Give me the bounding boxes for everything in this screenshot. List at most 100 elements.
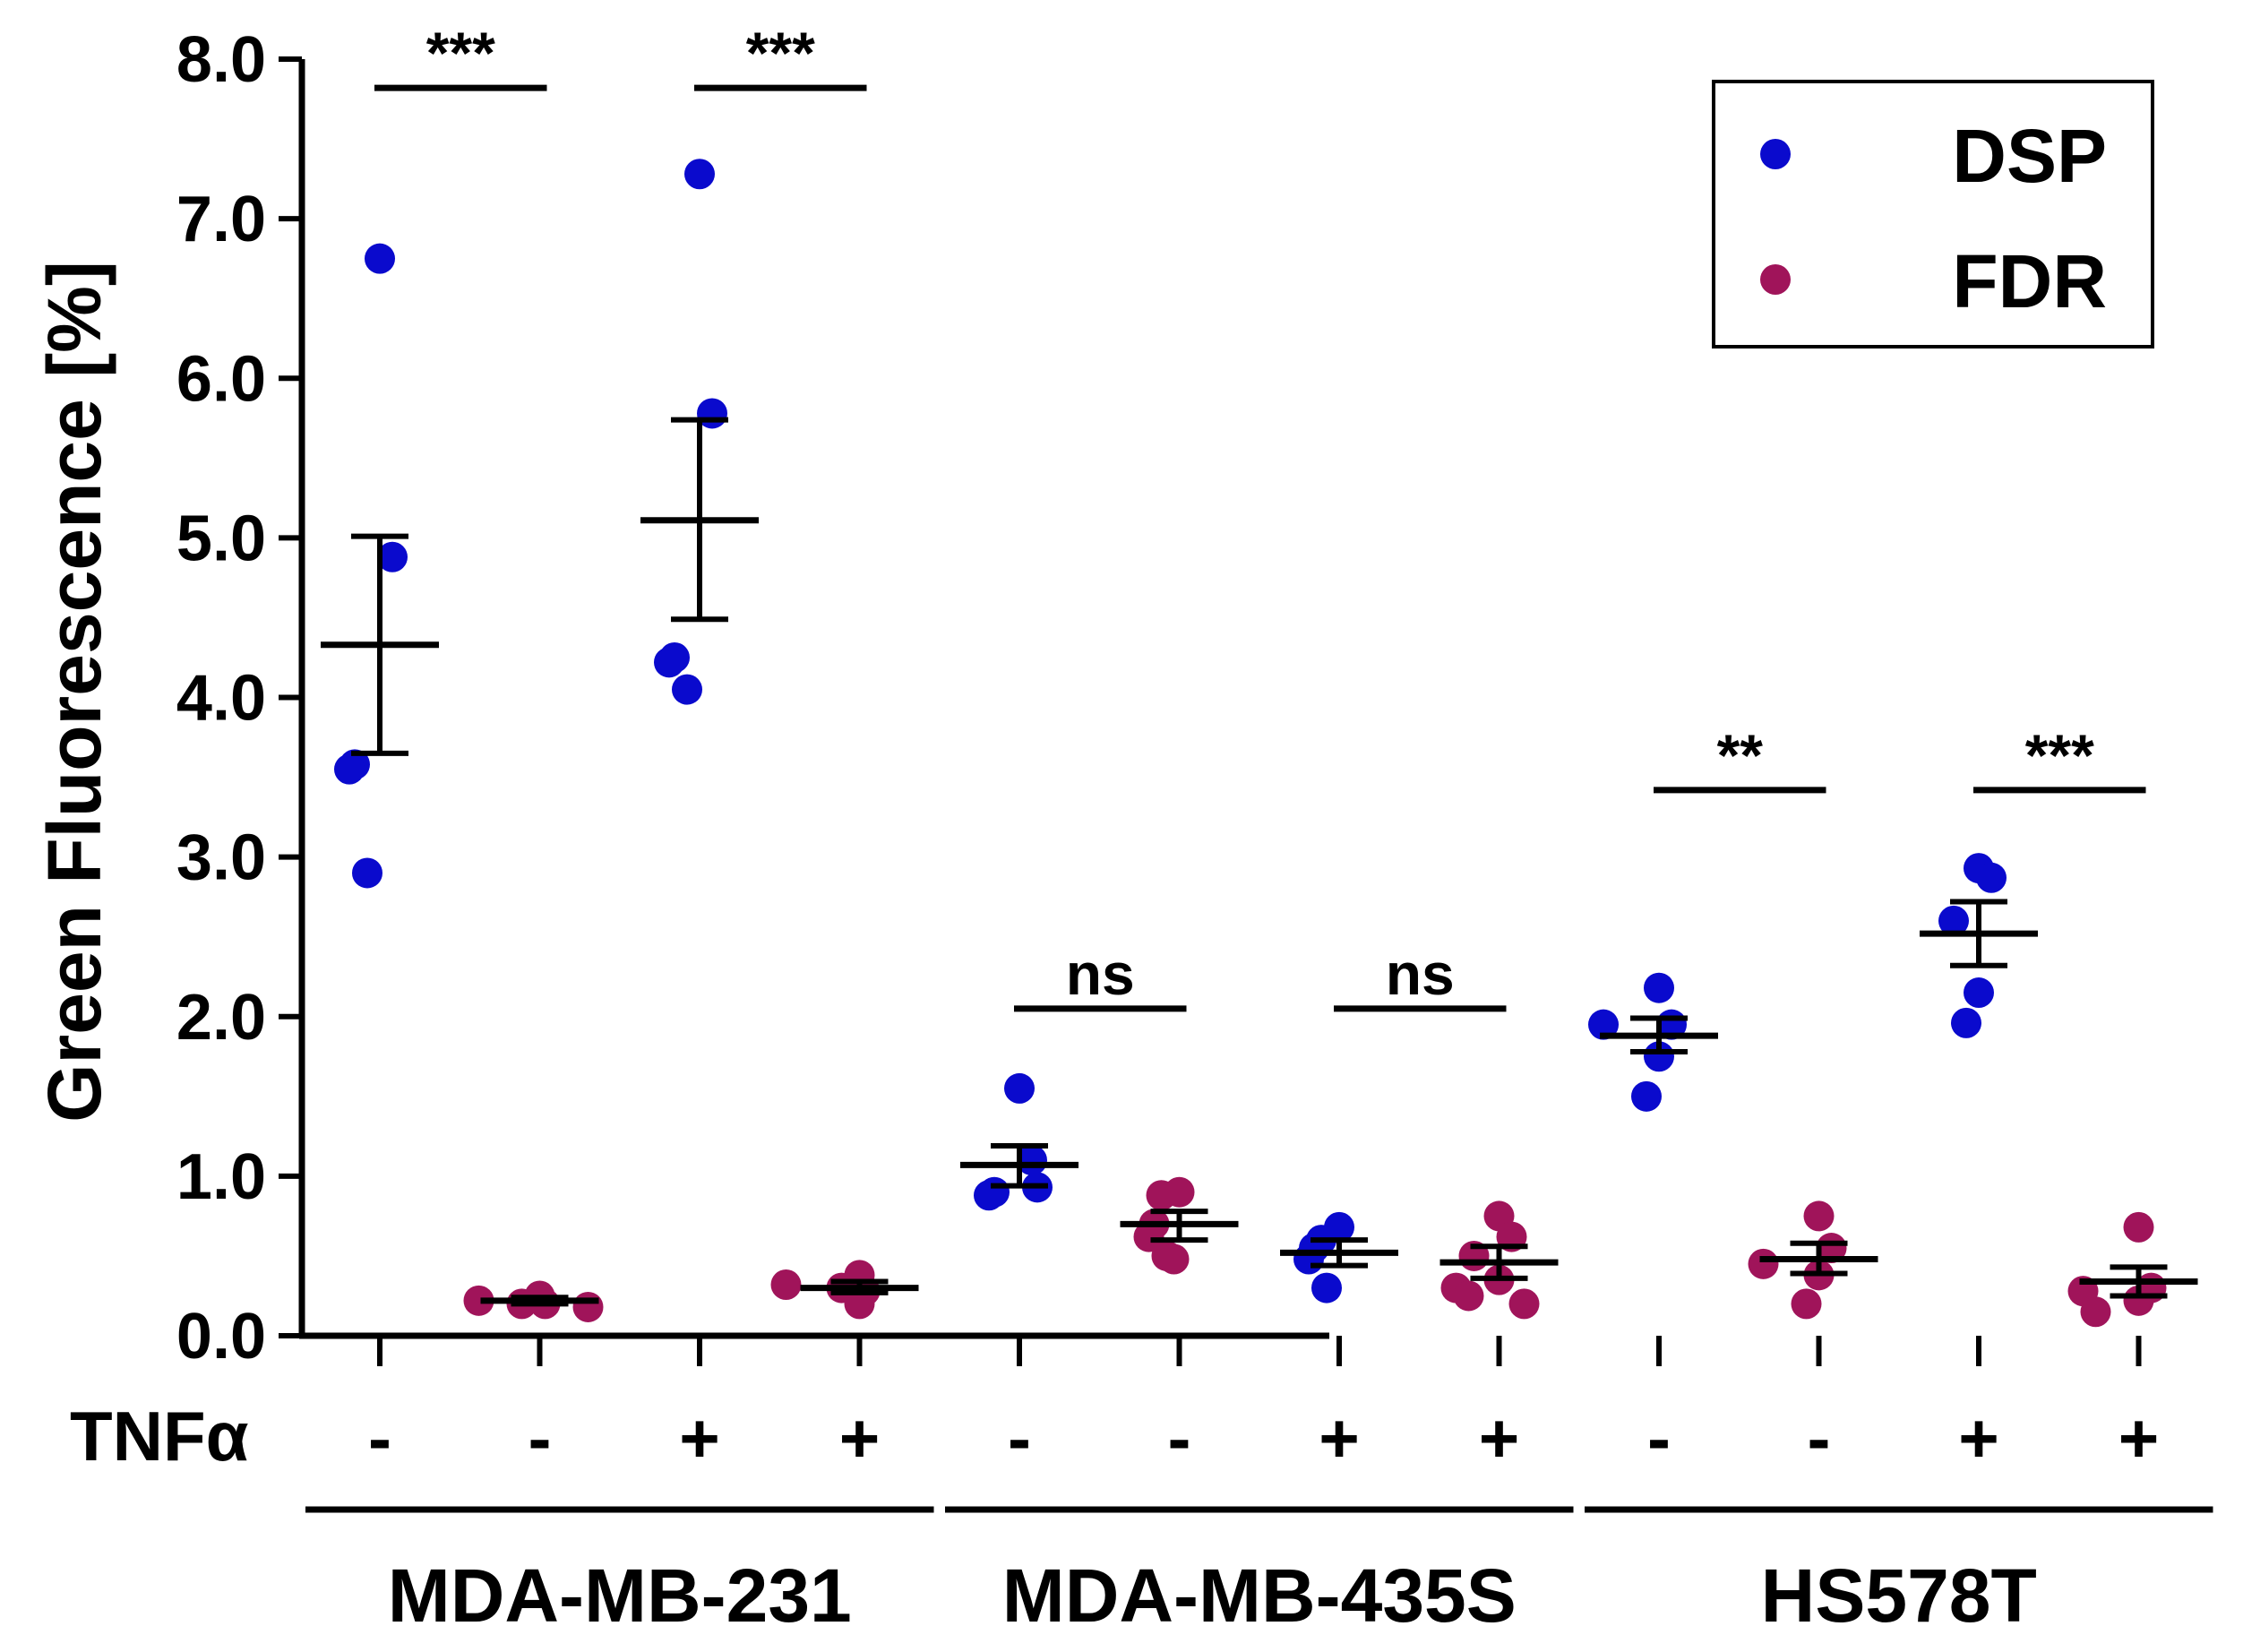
data-point: [1453, 1280, 1484, 1312]
data-point: [1803, 1200, 1835, 1232]
data-point: [1976, 862, 2007, 893]
significance-bracket: ns: [1014, 941, 1187, 1012]
significance-bracket: ns: [1334, 941, 1507, 1012]
tnf-sign: +: [839, 1398, 881, 1477]
y-tick-label: 7.0: [176, 184, 266, 255]
data-point: [2080, 1296, 2111, 1328]
y-tick-label: 5.0: [176, 503, 266, 574]
legend-marker-dsp: [1760, 139, 1791, 169]
data-point: [1816, 1233, 1847, 1264]
y-tick-label: 2.0: [176, 982, 266, 1054]
data-point: [1004, 1072, 1035, 1104]
data-point: [684, 159, 715, 190]
data-point: [377, 541, 408, 572]
tnf-sign: +: [2118, 1398, 2160, 1477]
tnf-sign: -: [1008, 1398, 1031, 1477]
data-point: [572, 1291, 604, 1322]
legend-label-fdr: FDR: [1952, 239, 2107, 323]
group: MDA-MB-231: [305, 1506, 934, 1638]
tnf-signs: - - + + - - + + - - + +: [368, 1398, 2159, 1477]
significance-bracket: ***: [694, 20, 867, 91]
column-dsp: [1280, 1211, 1398, 1304]
column-fdr: [770, 1260, 919, 1320]
column-fdr: [1120, 1176, 1239, 1275]
y-tick-label: 8.0: [176, 24, 266, 96]
group: MDA-MB-435S: [945, 1506, 1574, 1638]
significance-bracket: ***: [374, 20, 547, 91]
column-dsp: [1588, 972, 1718, 1112]
legend: DSP FDR: [1712, 80, 2154, 348]
data-point: [1146, 1180, 1177, 1211]
data-point: [1293, 1243, 1324, 1275]
significance-label: **: [1717, 722, 1764, 788]
significance-brackets: *** ***ns ns** ***: [374, 20, 2146, 1012]
data-point: [2123, 1285, 2154, 1316]
tnf-sign: -: [1168, 1398, 1191, 1477]
tnf-sign: -: [1808, 1398, 1831, 1477]
data-point: [1964, 977, 1994, 1009]
significance-label: ns: [1386, 941, 1455, 1007]
group-label: HS578T: [1761, 1553, 2037, 1638]
data-point: [1748, 1248, 1779, 1279]
data-point: [2123, 1211, 2154, 1243]
y-tick-label: 6.0: [176, 343, 266, 415]
legend-marker-fdr: [1760, 264, 1791, 295]
data-point: [1588, 1009, 1619, 1040]
significance-label: ns: [1066, 941, 1135, 1007]
column-dsp: [960, 1072, 1079, 1211]
data-point: [672, 674, 702, 705]
legend-box: [1712, 80, 2154, 348]
tnf-sign: -: [1647, 1398, 1671, 1477]
legend-label-dsp: DSP: [1952, 114, 2107, 198]
y-tick-label: 0.0: [176, 1301, 266, 1372]
data-point: [1133, 1221, 1164, 1252]
significance-bracket: ***: [1973, 722, 2146, 794]
data-point: [1644, 972, 1674, 1003]
significance-label: ***: [746, 20, 815, 86]
column-fdr: [463, 1280, 604, 1322]
significance-label: ***: [2025, 722, 2094, 788]
data-point: [1951, 1007, 1981, 1038]
column-dsp: [1920, 853, 2038, 1038]
group-label: MDA-MB-435S: [1002, 1553, 1517, 1638]
y-tick-label: 4.0: [176, 663, 266, 735]
data-point: [1938, 905, 1969, 936]
tnf-sign: -: [368, 1398, 391, 1477]
tnf-sign: +: [1958, 1398, 1999, 1477]
column-dsp: [640, 159, 759, 705]
data-point: [1631, 1080, 1662, 1112]
column-fdr: [1439, 1200, 1559, 1320]
column-dsp: [321, 243, 439, 889]
data-columns: [321, 159, 2198, 1366]
data-point: [365, 243, 395, 274]
data-point: [352, 857, 382, 889]
data-point: [1791, 1288, 1822, 1320]
tnf-sign: +: [1319, 1398, 1360, 1477]
significance-bracket: **: [1654, 722, 1826, 794]
tnf-sign: +: [679, 1398, 720, 1477]
y-tick-label: 3.0: [176, 822, 266, 894]
group-label: MDA-MB-231: [388, 1553, 852, 1638]
y-axis-title: Green Fluorescence [%]: [32, 261, 116, 1123]
cell-line-groups: MDA-MB-231 MDA-MB-435S HS578T: [305, 1506, 2213, 1638]
y-tick-label: 1.0: [176, 1141, 266, 1213]
tnf-alpha-label: TNFα: [70, 1397, 249, 1476]
tnf-sign: -: [529, 1398, 552, 1477]
data-point: [770, 1269, 802, 1300]
y-ticks: 0.0 1.0 2.0 3.0 4.0 5.0 6.0 7.0 8.0: [176, 24, 302, 1372]
data-point: [1644, 1041, 1674, 1072]
data-point: [1158, 1243, 1190, 1275]
data-point: [1508, 1288, 1540, 1320]
data-point: [463, 1285, 494, 1316]
column-fdr: [1748, 1200, 1878, 1320]
column-fdr: [2067, 1211, 2198, 1328]
tnf-sign: +: [1479, 1398, 1520, 1477]
data-point: [844, 1288, 875, 1320]
significance-label: ***: [426, 20, 495, 86]
data-point: [1311, 1272, 1342, 1304]
data-point: [334, 753, 365, 785]
group: HS578T: [1585, 1506, 2213, 1638]
axes: [298, 59, 1329, 1339]
data-point: [654, 647, 684, 678]
